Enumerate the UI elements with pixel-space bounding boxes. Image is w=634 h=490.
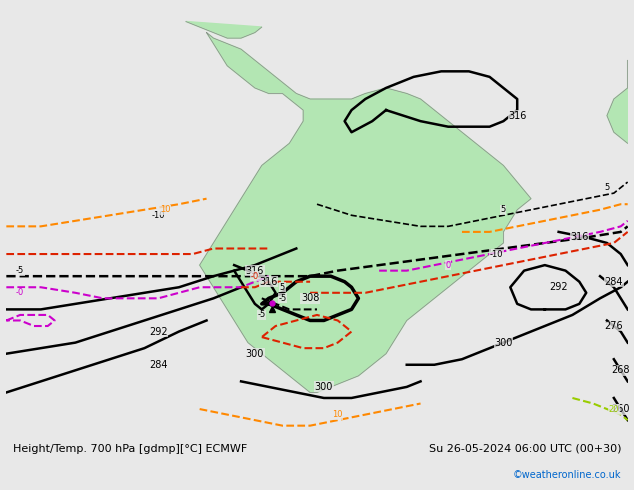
Text: 5: 5	[280, 283, 285, 292]
Text: -10: -10	[489, 249, 503, 259]
Text: 276: 276	[605, 321, 623, 331]
Text: 300: 300	[246, 349, 264, 359]
Text: -5: -5	[257, 311, 266, 319]
Text: 268: 268	[612, 366, 630, 375]
Text: 300: 300	[495, 338, 512, 347]
Text: -0: -0	[16, 288, 24, 297]
Text: 260: 260	[612, 404, 630, 414]
Text: 284: 284	[605, 277, 623, 287]
Text: 10: 10	[332, 410, 343, 419]
Text: 20: 20	[609, 405, 619, 414]
Text: 300: 300	[314, 382, 333, 392]
Text: Height/Temp. 700 hPa [gdmp][°C] ECMWF: Height/Temp. 700 hPa [gdmp][°C] ECMWF	[13, 444, 247, 454]
Text: Su 26-05-2024 06:00 UTC (00+30): Su 26-05-2024 06:00 UTC (00+30)	[429, 444, 621, 454]
Text: 5: 5	[501, 205, 506, 214]
Text: 308: 308	[301, 294, 320, 303]
Text: -10: -10	[152, 211, 165, 220]
Text: 292: 292	[549, 282, 568, 292]
Text: ©weatheronline.co.uk: ©weatheronline.co.uk	[513, 469, 621, 480]
Polygon shape	[607, 60, 628, 143]
Text: -0: -0	[250, 271, 259, 281]
Text: 316: 316	[246, 266, 264, 276]
Polygon shape	[186, 22, 262, 38]
Text: 316: 316	[259, 277, 278, 287]
Text: 10: 10	[160, 205, 171, 214]
Text: 5: 5	[604, 183, 609, 192]
Text: 316: 316	[570, 232, 588, 243]
Text: 0: 0	[446, 261, 451, 270]
Text: -5: -5	[16, 266, 24, 275]
Text: 316: 316	[508, 111, 526, 121]
Text: 284: 284	[149, 360, 167, 370]
Text: -5: -5	[278, 294, 287, 303]
Text: 292: 292	[149, 326, 167, 337]
Polygon shape	[200, 32, 531, 392]
